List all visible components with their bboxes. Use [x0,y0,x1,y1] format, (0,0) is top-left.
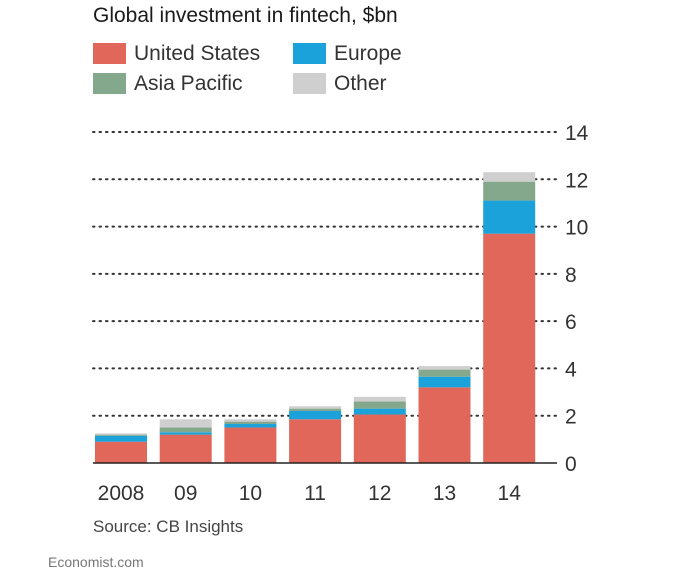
bar-segment-united-states [483,233,536,463]
legend-swatch [293,73,326,94]
bar-segment-europe [483,200,536,234]
bar-segment-united-states [159,434,212,463]
bar-segment-united-states [353,414,406,463]
bar-segment-other [353,396,406,402]
bar-segment-asia-pacific [95,434,147,436]
x-tick-label: 09 [174,482,197,505]
legend-item-united-states: United States [93,43,260,64]
bar-segment-europe [418,376,471,388]
bar-segment-united-states [289,419,342,463]
legend-label: United States [134,42,261,65]
y-tick-label: 6 [565,311,577,334]
chart-title: Global investment in fintech, $bn [93,4,398,27]
bar-segment-united-states [95,441,147,463]
bar-segment-europe [159,432,212,435]
legend-label: Asia Pacific [134,72,243,95]
bar-segment-united-states [418,387,471,463]
bar-segment-asia-pacific [289,408,342,411]
bar-segment-asia-pacific [418,369,471,377]
bar-segment-other [483,172,536,182]
legend-swatch [93,43,126,64]
bar-segment-other [418,366,471,370]
source-note: Source: CB Insights [93,517,244,536]
legend-swatch [93,73,126,94]
bar-segment-other [159,419,212,428]
legend-swatch [293,43,326,64]
legend-label: Other [334,72,387,95]
bar-segment-other [224,419,277,422]
bar-segment-other [95,433,147,435]
y-tick-label: 8 [565,264,577,287]
legend-item-europe: Europe [293,43,402,64]
y-tick-label: 10 [565,217,588,240]
legend-item-asia-pacific: Asia Pacific [93,73,243,94]
bar-segment-other [289,406,342,409]
y-tick-label: 4 [565,358,577,381]
x-tick-label: 13 [433,482,456,505]
bar-segment-asia-pacific [159,427,212,433]
bar-segment-europe [289,410,342,420]
y-tick-label: 0 [565,453,577,476]
x-tick-label: 10 [239,482,262,505]
legend-label: Europe [334,42,402,65]
bar-segment-united-states [224,427,277,463]
bar-segment-asia-pacific [483,181,536,201]
y-tick-label: 2 [565,406,577,429]
y-tick-label: 14 [565,122,589,145]
brand-footer: Economist.com [48,554,144,570]
bar-segment-asia-pacific [224,421,277,424]
bar-segment-asia-pacific [353,401,406,409]
bar-segment-europe [224,423,277,428]
x-tick-label: 2008 [98,482,145,505]
bar-segment-europe [353,408,406,415]
x-tick-label: 12 [368,482,391,505]
bar-segment-europe [95,435,147,442]
y-tick-label: 12 [565,169,588,192]
legend-item-other: Other [293,73,387,94]
x-tick-label: 11 [304,482,326,505]
x-tick-label: 14 [498,482,522,505]
